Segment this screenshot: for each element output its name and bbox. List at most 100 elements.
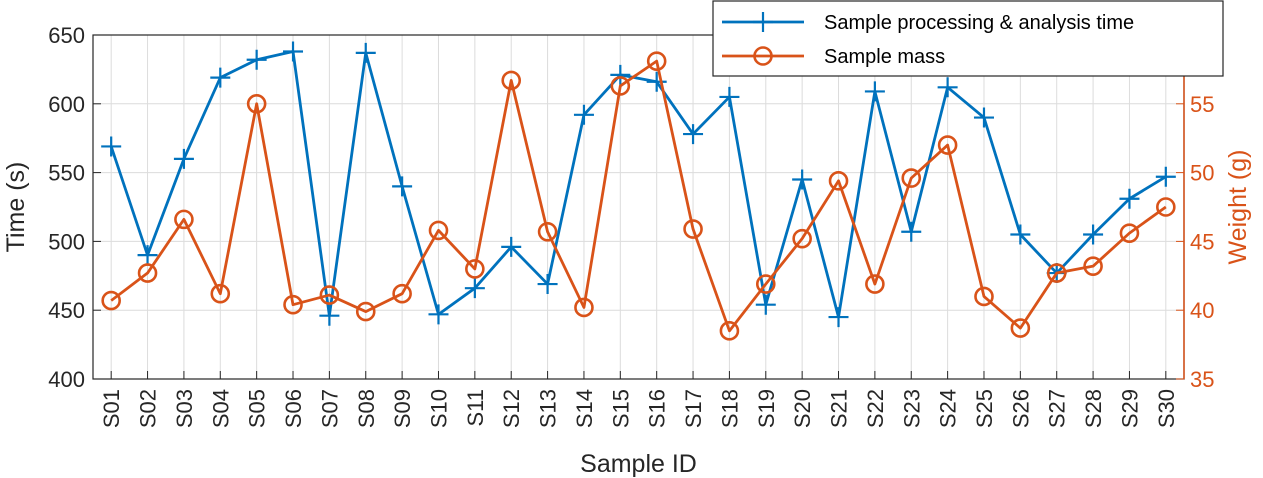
y-left-tick-label: 550 [48,161,85,186]
point-time [319,305,340,326]
point-time [719,86,740,107]
point-mass [1156,197,1176,217]
point-time [646,71,667,92]
x-tick-label: S02 [136,389,161,428]
point-time [246,49,267,70]
y-right-tick-label: 45 [1190,229,1214,254]
point-time [537,274,558,295]
axes: S01 S02 S03 S04 S05 S06 S07 S08 S09 S10 S11 S12 S13 S… [48,23,1214,428]
point-time [864,81,885,102]
legend-marker [753,12,773,32]
legend-entry-mass: Sample mass [722,46,945,68]
point-time [428,304,449,325]
x-tick-label: S18 [717,389,742,428]
point-mass [610,76,631,96]
point-mass [1010,318,1031,338]
point-time [210,67,231,88]
series-layer [101,41,1176,341]
point-mass [283,294,303,315]
point-time [1083,224,1104,245]
x-tick-label: S10 [426,389,451,428]
y-axis-left-label: Time (s) [2,162,30,253]
legend-entry-time: Sample processing & analysis time [722,12,1134,34]
point-time [792,169,813,190]
x-tick-label: S09 [390,389,415,428]
point-mass [501,70,522,91]
point-time [901,221,922,242]
y-left-tick-label: 400 [48,367,85,392]
y-right-tick-label: 35 [1190,367,1214,392]
x-tick-label: S08 [354,389,379,428]
point-time [973,107,994,128]
x-tick-label: S24 [936,389,961,428]
point-time [101,136,122,157]
point-mass [101,290,121,311]
x-tick-label: S30 [1154,389,1179,428]
point-time [173,148,194,169]
point-time [1155,166,1176,187]
point-mass [937,135,958,155]
series-time [101,41,1176,328]
x-tick-label: S07 [317,389,342,428]
y-axis-right-label: Weight (g) [1224,150,1252,265]
point-time [464,278,485,299]
x-tick-label: S01 [99,389,124,428]
y-left-tick-label: 600 [48,92,85,117]
x-tick-label: S12 [499,389,524,428]
x-tick-label: S19 [754,389,779,428]
legend-label: Sample mass [824,46,945,68]
point-mass [1083,256,1103,276]
point-time [828,307,849,328]
point-time [501,236,522,257]
x-tick-label: S16 [645,389,670,428]
y-right-tick-label: 55 [1190,92,1214,117]
point-time [355,42,376,63]
point-mass [792,228,812,249]
point-time [1119,188,1140,209]
x-tick-label: S23 [899,389,924,428]
point-mass [465,259,485,279]
x-tick-label: S17 [681,389,706,428]
legend-box [712,0,1224,77]
x-axis-label: Sample ID [580,450,697,478]
x-tick-label: S06 [281,389,306,428]
legend-marker [753,46,773,66]
point-mass [319,285,340,305]
x-tick-label: S15 [608,389,633,428]
point-time [392,176,413,197]
point-time [283,41,304,62]
point-mass [828,171,849,191]
x-tick-label: S27 [1045,389,1070,428]
point-mass [392,283,412,304]
point-time [937,77,958,98]
x-tick-label: S22 [863,389,888,428]
legend-label: Sample processing & analysis time [824,12,1134,34]
point-time [755,294,776,315]
point-mass [1046,263,1067,283]
point-time [683,124,704,145]
y-left-tick-label: 650 [48,23,85,48]
point-mass [537,221,558,242]
x-tick-label: S29 [1117,389,1142,428]
point-mass [355,301,376,322]
point-time [1010,224,1031,245]
y-left-tick-label: 450 [48,298,85,323]
y-left-tick-label: 500 [48,229,85,254]
x-tick-label: S26 [1008,389,1033,428]
y-right-tick-label: 40 [1190,298,1214,323]
y-right-tick-label: 50 [1190,161,1214,186]
x-tick-label: S05 [245,389,270,428]
point-mass [210,283,231,304]
point-mass [1119,223,1140,243]
point-time [610,64,631,85]
point-mass [246,94,267,114]
series-mass [101,51,1176,341]
x-tick-label: S28 [1081,389,1106,428]
x-tick-label: S14 [572,389,597,428]
point-mass [428,220,449,241]
point-mass [901,168,922,188]
point-mass [719,321,740,341]
point-mass [137,263,158,283]
legend: Sample processing & analysis time Sample … [712,0,1224,77]
